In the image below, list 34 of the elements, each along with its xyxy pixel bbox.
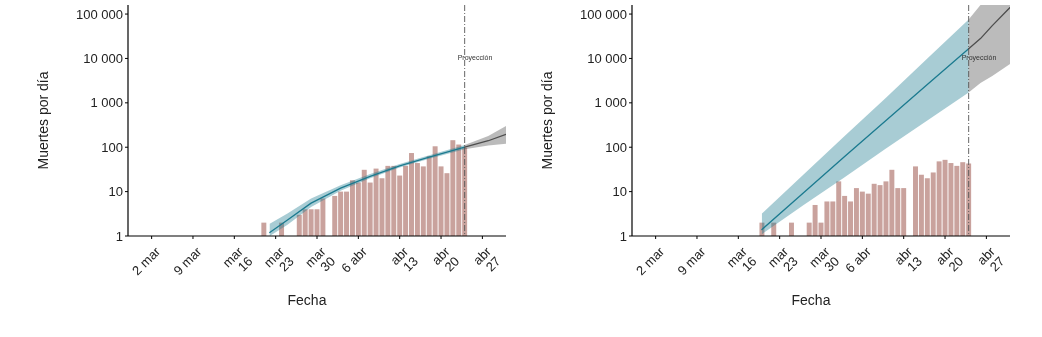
- y-tick-label: 1 000: [594, 95, 627, 111]
- x-tick-label: 9 mar: [674, 243, 709, 279]
- y-axis-title: Muertes por día: [35, 71, 51, 170]
- x-tick-label: abr 27: [470, 243, 504, 275]
- x-tick-label: mar 30: [302, 243, 339, 275]
- x-tick-label: 9 mar: [170, 243, 205, 279]
- x-tick-label: 6 abr: [338, 243, 371, 276]
- y-tick-label: 1 000: [90, 95, 123, 111]
- y-tick-label: 100: [605, 139, 627, 155]
- x-tick-label: mar 30: [806, 243, 843, 275]
- x-axis-title: Fecha: [791, 292, 831, 308]
- y-tick-label: 100: [101, 139, 123, 155]
- y-tick-label: 100 000: [580, 6, 627, 22]
- x-tick-label: mar 23: [764, 243, 801, 275]
- x-tick-label: abr 13: [891, 243, 925, 275]
- x-tick-label: mar 16: [723, 243, 760, 275]
- x-tick-label: 2 mar: [129, 243, 164, 279]
- y-axis-title: Muertes por día: [539, 71, 555, 170]
- y-tick-label: 1: [115, 228, 123, 244]
- x-tick-label: mar 23: [260, 243, 297, 275]
- x-tick-label: abr 20: [428, 243, 463, 275]
- x-axis-title: Fecha: [287, 292, 327, 308]
- y-tick-label: 10 000: [83, 51, 123, 66]
- x-tick-label: 2 mar: [633, 243, 668, 279]
- y-tick-label: 10: [612, 184, 627, 200]
- x-tick-label: 6 abr: [842, 243, 875, 276]
- y-tick-label: 10 000: [587, 51, 627, 66]
- y-tick-label: 1: [619, 228, 627, 244]
- x-tick-label: mar 16: [219, 243, 256, 275]
- x-tick-label: abr 20: [932, 243, 967, 275]
- y-tick-label: 10: [108, 184, 123, 200]
- y-tick-label: 100 000: [76, 6, 123, 22]
- x-tick-label: abr 13: [387, 243, 421, 275]
- x-tick-label: abr 27: [974, 243, 1008, 275]
